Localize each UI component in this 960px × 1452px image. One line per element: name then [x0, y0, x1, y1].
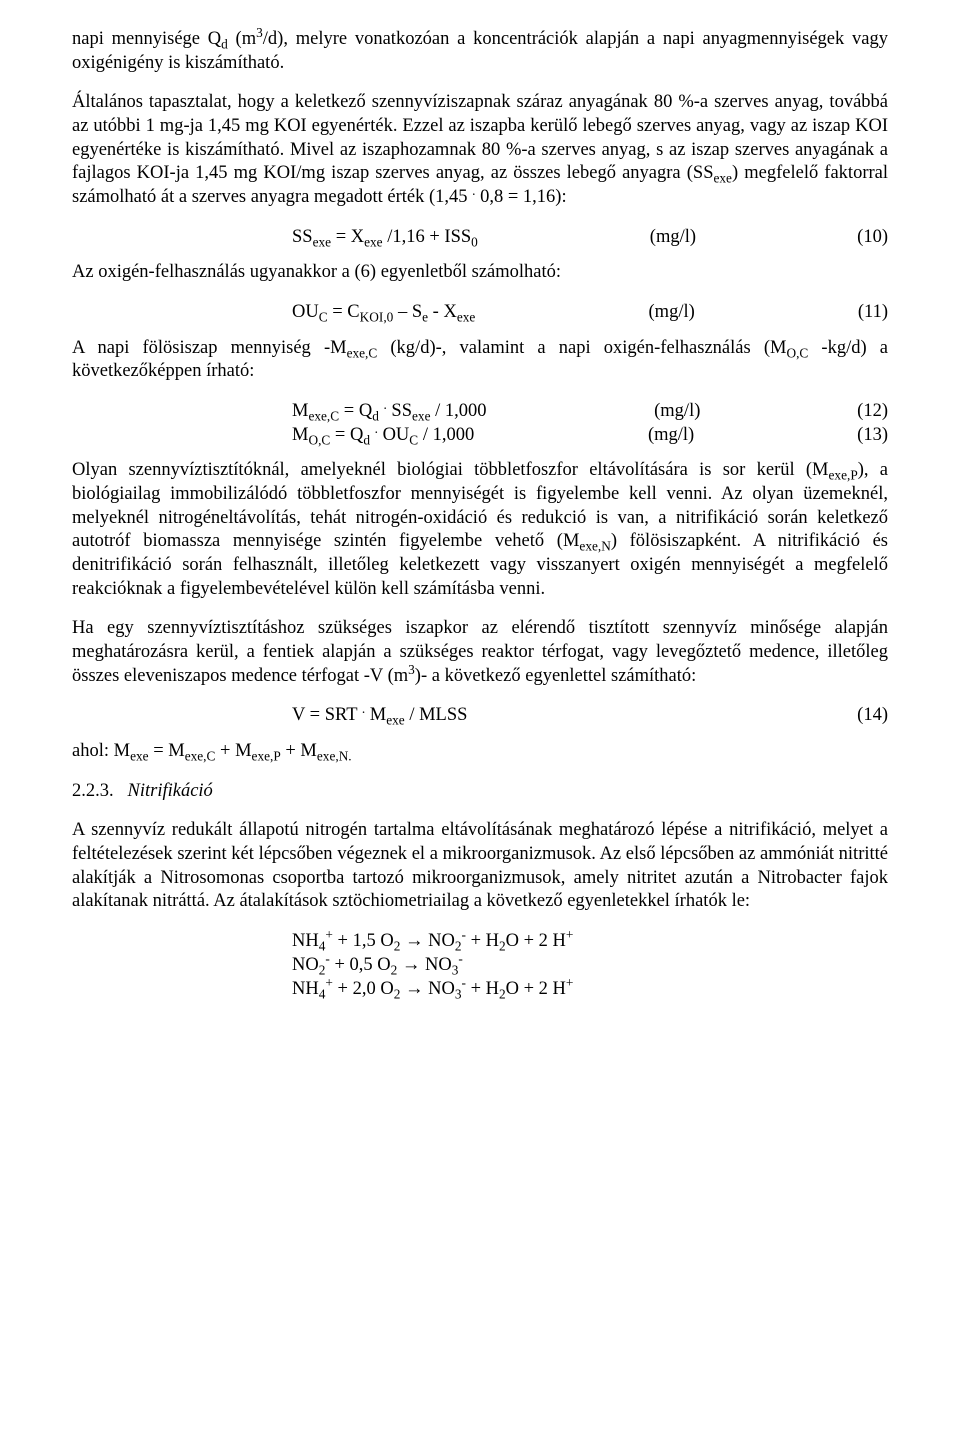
paragraph-intro: napi mennyisége Qd (m3/d), melyre vonatk…: [72, 28, 888, 75]
chemistry-equations: NH4+ + 1,5 O2 → NO2- + H2O + 2 H+ NO2- +…: [72, 930, 888, 1001]
eq12-expr: Mexe,C = Qd . SSexe / 1,000: [292, 400, 487, 424]
eq14-expr: V = SRT . Mexe / MLSS: [292, 704, 828, 728]
equation-11: OUC = CKOI,0 – Se - Xexe (mg/l) (11): [72, 301, 888, 325]
eq12-unit: (mg/l): [487, 400, 829, 424]
section-title: Nitrifikáció: [128, 781, 213, 801]
paragraph-4: A napi fölösiszap mennyiség -Mexe,C (kg/…: [72, 337, 888, 384]
eq13-expr: MO,C = Qd . OUC / 1,000: [292, 424, 474, 448]
eq10-num: (10): [828, 226, 888, 250]
equation-14: V = SRT . Mexe / MLSS (14): [72, 704, 888, 728]
paragraph-5: Olyan szennyvíztisztítóknál, amelyeknél …: [72, 459, 888, 601]
chem-r2: NO2- + 0,5 O2 → NO3-: [292, 954, 888, 978]
eq14-num: (14): [828, 704, 888, 728]
eq12-num: (12): [828, 400, 888, 424]
section-number: 2.2.3.: [72, 781, 114, 801]
equation-10: SSexe = Xexe /1,16 + ISS0 (mg/l) (10): [72, 226, 888, 250]
paragraph-6: Ha egy szennyvíztisztításhoz szükséges i…: [72, 617, 888, 688]
paragraph-9: A szennyvíz redukált állapotú nitrogén t…: [72, 819, 888, 914]
section-heading-2-2-3: 2.2.3. Nitrifikáció: [72, 780, 888, 804]
eq11-num: (11): [828, 301, 888, 325]
eq10-unit: (mg/l): [478, 226, 828, 250]
chem-r1: NH4+ + 1,5 O2 → NO2- + H2O + 2 H+: [292, 930, 888, 954]
eq13-num: (13): [828, 424, 888, 448]
chem-r3: NH4+ + 2,0 O2 → NO3- + H2O + 2 H+: [292, 978, 888, 1002]
eq10-expr: SSexe = Xexe /1,16 + ISS0: [292, 226, 478, 250]
eq13-unit: (mg/l): [474, 424, 828, 448]
eq11-unit: (mg/l): [475, 301, 828, 325]
paragraph-2: Általános tapasztalat, hogy a keletkező …: [72, 91, 888, 209]
equation-12-13: Mexe,C = Qd . SSexe / 1,000 (mg/l) (12) …: [72, 400, 888, 447]
paragraph-where: ahol: Mexe = Mexe,C + Mexe,P + Mexe,N.: [72, 740, 888, 764]
eq11-expr: OUC = CKOI,0 – Se - Xexe: [292, 301, 475, 325]
paragraph-3: Az oxigén-felhasználás ugyanakkor a (6) …: [72, 261, 888, 285]
